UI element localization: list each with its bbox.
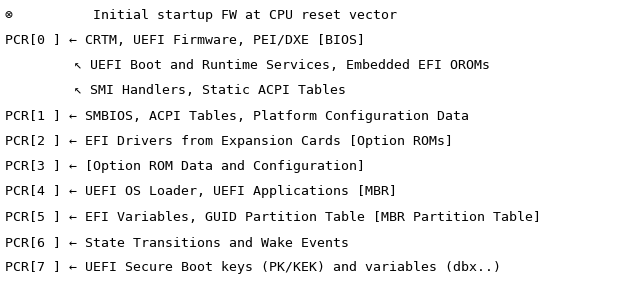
Text: PCR[4 ] ← UEFI OS Loader, UEFI Applications [MBR]: PCR[4 ] ← UEFI OS Loader, UEFI Applicati… (5, 185, 397, 198)
Text: PCR[5 ] ← EFI Variables, GUID Partition Table [MBR Partition Table]: PCR[5 ] ← EFI Variables, GUID Partition … (5, 211, 541, 223)
Text: PCR[2 ] ← EFI Drivers from Expansion Cards [Option ROMs]: PCR[2 ] ← EFI Drivers from Expansion Car… (5, 135, 453, 148)
Text: ↖ SMI Handlers, Static ACPI Tables: ↖ SMI Handlers, Static ACPI Tables (74, 84, 346, 97)
Text: ↖ UEFI Boot and Runtime Services, Embedded EFI OROMs: ↖ UEFI Boot and Runtime Services, Embedd… (74, 59, 490, 72)
Text: PCR[6 ] ← State Transitions and Wake Events: PCR[6 ] ← State Transitions and Wake Eve… (5, 236, 349, 249)
Text: ⊗          Initial startup FW at CPU reset vector: ⊗ Initial startup FW at CPU reset vector (5, 9, 397, 22)
Text: PCR[7 ] ← UEFI Secure Boot keys (PK/KEK) and variables (dbx..): PCR[7 ] ← UEFI Secure Boot keys (PK/KEK)… (5, 261, 501, 274)
Text: PCR[0 ] ← CRTM, UEFI Firmware, PEI/DXE [BIOS]: PCR[0 ] ← CRTM, UEFI Firmware, PEI/DXE [… (5, 34, 365, 47)
Text: PCR[1 ] ← SMBIOS, ACPI Tables, Platform Configuration Data: PCR[1 ] ← SMBIOS, ACPI Tables, Platform … (5, 109, 469, 123)
Text: PCR[3 ] ← [Option ROM Data and Configuration]: PCR[3 ] ← [Option ROM Data and Configura… (5, 160, 365, 173)
